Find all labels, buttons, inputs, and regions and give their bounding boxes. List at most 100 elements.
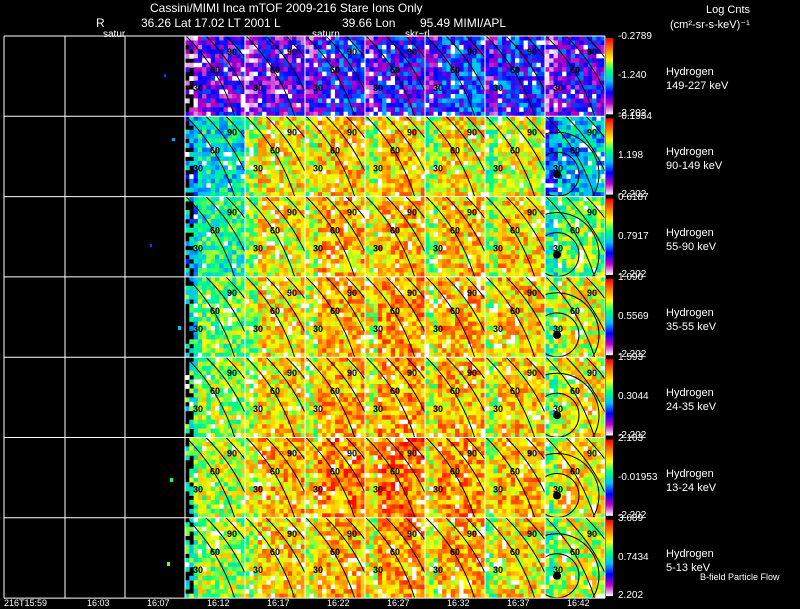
contour-label: 60	[330, 226, 340, 236]
contour-label: 60	[510, 65, 520, 75]
overlay-label-skr: skr~rl	[405, 29, 430, 40]
contour-label: 90	[527, 368, 537, 378]
row-energy-label: 24-35 keV	[666, 401, 717, 414]
time-tick-label: 16:17	[267, 598, 290, 608]
contour-label: 30	[313, 565, 323, 575]
colorbar-min-label: -2.202	[618, 509, 647, 521]
contour-label: 90	[347, 449, 357, 459]
heatmap-panel: 30 60 90	[245, 276, 305, 358]
contour-label: 30	[433, 565, 443, 575]
contour-label: 90	[407, 449, 417, 459]
heatmap-panel: 30 60 90	[305, 196, 365, 277]
contour-label: 30	[193, 485, 203, 495]
heatmap-panel: 30 60 90	[185, 517, 245, 599]
colorbar	[606, 359, 613, 436]
heatmap-panel: 30 60 90	[305, 116, 365, 197]
colorbar-max-label: 2.163	[618, 432, 644, 444]
contour-label: 60	[570, 226, 580, 236]
contour-label: 60	[390, 226, 400, 236]
contour-label: 60	[330, 467, 340, 477]
heatmap-panel: 30 60 90	[245, 36, 305, 117]
row-energy-label: 90-149 keV	[666, 160, 723, 173]
contour-label: 90	[467, 208, 477, 218]
contour-label: 90	[347, 529, 357, 539]
contour-label: 30	[433, 244, 443, 254]
lon-readout: 39.66 Lon	[342, 16, 396, 30]
heatmap-panel: 30 60 90	[485, 437, 545, 518]
contour-label: 30	[253, 324, 263, 334]
row-energy-label: 149-227 keV	[666, 80, 729, 92]
heatmap-panel: 30 60 90	[245, 437, 305, 518]
contour-label: 60	[390, 467, 400, 477]
contour-label: 30	[493, 163, 503, 173]
contour-label: 90	[467, 529, 477, 539]
row-species-label: Hydrogen	[666, 467, 714, 480]
heatmap-panel: 30 60 90	[485, 517, 545, 599]
heatmap-panel: 30 60 90	[365, 437, 425, 518]
contour-label: 60	[510, 306, 520, 316]
lat-lt-readout: 36.26 Lat 17.02 LT 2001 L	[141, 16, 281, 30]
contour-label: 30	[553, 565, 563, 575]
heatmap-panel: 30 60 90	[185, 36, 245, 117]
heatmap-panel: 30 60 90	[425, 357, 485, 438]
heatmap-panel: 30 60 90	[365, 36, 425, 117]
row-species-label: Hydrogen	[666, 226, 714, 239]
contour-label: 90	[587, 288, 597, 298]
contour-label: 30	[193, 565, 203, 575]
heatmap-panel: 30 60 90	[185, 276, 245, 358]
colorbar-min-label: -2.202	[618, 349, 647, 361]
contour-label: 60	[330, 145, 340, 155]
heatmap-panel: 30 60 90	[485, 276, 545, 358]
contour-label: 30	[253, 163, 263, 173]
contour-label: 90	[407, 208, 417, 218]
contour-label: 30	[193, 83, 203, 93]
heatmap-panel: 30 60 90	[185, 357, 245, 438]
contour-label: 30	[553, 404, 563, 414]
row-species-label: Hydrogen	[666, 387, 714, 400]
colorbar	[606, 439, 613, 516]
overlay-label-saturn: saturn	[312, 29, 340, 40]
heatmap-panel: 30 60 90	[185, 116, 245, 197]
heatmap-panel: 30 60 90	[305, 36, 365, 117]
heatmap-panel: 30 60 90	[185, 437, 245, 518]
contour-label: 60	[510, 547, 520, 557]
time-tick-label: 16:22	[327, 598, 350, 608]
heatmap-panel: 30 60 90	[425, 196, 485, 277]
contour-label: 90	[587, 529, 597, 539]
contour-label: 30	[253, 83, 263, 93]
colorbar-min-label: -2.202	[618, 188, 647, 200]
contour-label: 60	[570, 386, 580, 396]
contour-label: 30	[313, 163, 323, 173]
contour-label: 90	[347, 288, 357, 298]
contour-label: 90	[287, 368, 297, 378]
contour-label: 30	[433, 324, 443, 334]
contour-label: 30	[253, 404, 263, 414]
contour-label: 60	[210, 226, 220, 236]
colorbar	[606, 198, 613, 275]
contour-label: 30	[493, 404, 503, 414]
time-tick-label: 216T15:59	[4, 598, 48, 608]
contour-label: 30	[193, 163, 203, 173]
colorbar-mid-label: 0.7917	[618, 230, 649, 242]
contour-label: 30	[553, 163, 563, 173]
contour-label: 30	[313, 485, 323, 495]
contour-label: 30	[433, 163, 443, 173]
contour-label: 90	[347, 208, 357, 218]
contour-label: 30	[253, 244, 263, 254]
heatmap-panel: 30 60 90	[365, 357, 425, 438]
contour-label: 90	[287, 208, 297, 218]
contour-label: 60	[450, 306, 460, 316]
contour-label: 90	[467, 449, 477, 459]
contour-label: 90	[587, 127, 597, 137]
contour-label: 90	[227, 288, 237, 298]
contour-label: 60	[570, 145, 580, 155]
contour-label: 60	[450, 65, 460, 75]
contour-label: 90	[227, 529, 237, 539]
contour-label: 60	[570, 467, 580, 477]
colorbar-mid-label: -0.01953	[618, 471, 658, 483]
r-label: R	[96, 16, 105, 30]
contour-label: 60	[330, 547, 340, 557]
colorbar-max-label: -0.2789	[618, 31, 652, 42]
mimi-apl-label: 95.49 MIMI/APL	[420, 16, 507, 30]
contour-label: 30	[493, 83, 503, 93]
